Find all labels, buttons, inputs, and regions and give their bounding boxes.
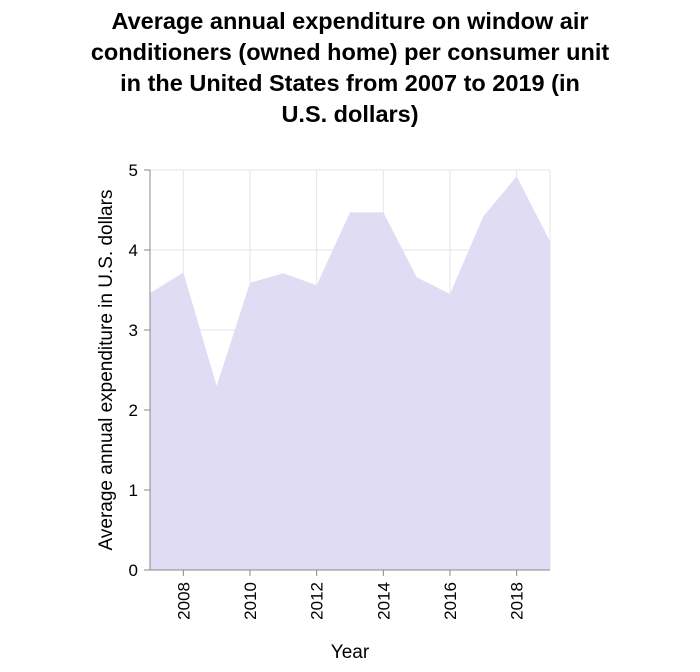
axes (149, 170, 550, 571)
y-axis-ticks: 0 1 2 3 4 5 (129, 161, 150, 580)
y-axis-label: Average annual expenditure in U.S. dolla… (96, 190, 117, 551)
chart-title-line-4: U.S. dollars) (281, 101, 419, 127)
y-tick-label: 4 (129, 241, 138, 260)
x-axis-label: Year (331, 642, 370, 663)
chart-title-line-2: conditioners (owned home) per consumer u… (90, 39, 610, 65)
chart-title-line-3: in the United States from 2007 to 2019 (… (120, 70, 580, 96)
y-tick-label: 0 (129, 561, 138, 580)
x-tick-label: 2018 (508, 582, 527, 620)
area-series (150, 176, 550, 570)
area-layer (150, 176, 550, 570)
chart-title: Average annual expenditure on window air… (0, 6, 700, 130)
x-axis-ticks: 2008 2010 2012 2014 2016 2018 (174, 570, 527, 620)
y-tick-label: 3 (129, 321, 138, 340)
x-tick-label: 2008 (174, 582, 193, 620)
x-tick-label: 2014 (374, 582, 393, 620)
y-tick-label: 5 (129, 161, 138, 180)
y-tick-label: 1 (129, 481, 138, 500)
x-tick-label: 2016 (441, 582, 460, 620)
y-tick-label: 2 (129, 401, 138, 420)
x-tick-label: 2012 (308, 582, 327, 620)
chart-title-line-1: Average annual expenditure on window air (111, 8, 589, 34)
x-tick-label: 2010 (241, 582, 260, 620)
